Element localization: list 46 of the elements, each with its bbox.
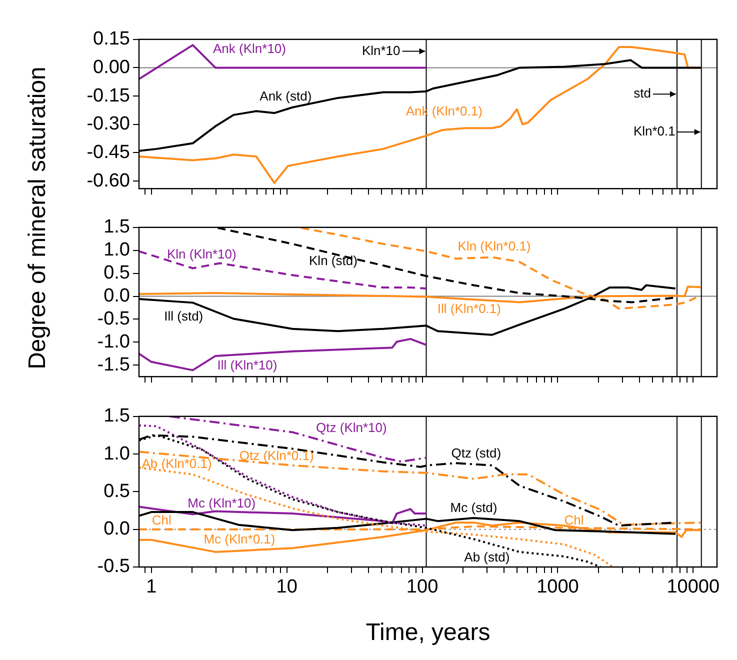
series-label: Ank (Kln*10) <box>213 40 286 56</box>
y-tick-label: 0.5 <box>104 480 130 502</box>
y-tick-label: -0.60 <box>86 170 130 192</box>
series-label: Chl <box>564 512 584 528</box>
y-tick-label: -0.45 <box>86 142 130 163</box>
series-label: Kln (Kln*0.1) <box>458 238 531 254</box>
y-tick-label: 1.5 <box>104 406 130 427</box>
x-tick-label: 10000 <box>666 576 720 598</box>
series-label: Mc (Kln*10) <box>188 495 256 510</box>
series-label: Qtz (std) <box>451 446 502 461</box>
y-tick-label: -0.5 <box>97 556 130 578</box>
x-tick-label: 1 <box>146 576 157 598</box>
y-tick-label: -0.15 <box>86 85 130 106</box>
x-tick-label: 1000 <box>536 576 579 598</box>
y-tick-label: 0.15 <box>93 28 130 50</box>
y-tick-label: -1.0 <box>97 331 130 352</box>
series-label: Ab (Kln*0.1) <box>142 456 212 472</box>
series-label: Ill (std) <box>164 308 204 324</box>
series-label: Mc (std) <box>450 500 498 515</box>
series-label: Ank (std) <box>260 88 312 104</box>
y-tick-label: 1.0 <box>104 443 130 464</box>
series-label: Ill (Kln*0.1) <box>437 301 501 316</box>
y-axis-title: Degree of mineral saturation <box>24 66 52 370</box>
text: Chl <box>152 512 172 528</box>
series-label: Ab (std) <box>464 550 510 565</box>
series-label: Qtz (Kln*0.1) <box>239 448 314 463</box>
y-tick-label: -1.5 <box>97 354 130 376</box>
y-tick-label: 0.5 <box>104 262 130 284</box>
y-tick-label: 1.5 <box>104 216 130 238</box>
ref-line-label: std <box>634 86 652 101</box>
y-tick-label: -0.30 <box>86 114 130 135</box>
series-label: Kln (std) <box>309 252 358 268</box>
series-label: Mc (Kln*0.1) <box>204 531 276 546</box>
y-tick-label: 1.0 <box>104 240 130 261</box>
y-tick-label: -0.5 <box>97 308 130 330</box>
y-tick-label: 0.0 <box>104 285 130 306</box>
series-label: Qtz (Kln*10) <box>316 420 387 436</box>
ref-line-label: Kln*0.1 <box>633 124 676 139</box>
series-label: Ill (Kln*10) <box>217 358 278 373</box>
x-tick-label: 10 <box>276 576 298 598</box>
x-tick-label: 100 <box>406 576 438 598</box>
y-tick-label: 0.00 <box>93 56 130 78</box>
ref-line-label: Kln*10 <box>362 42 400 58</box>
series-label: Kln (Kln*10) <box>166 246 236 262</box>
x-axis-title: Time, years <box>366 619 490 646</box>
y-tick-label: 0.0 <box>104 518 130 540</box>
